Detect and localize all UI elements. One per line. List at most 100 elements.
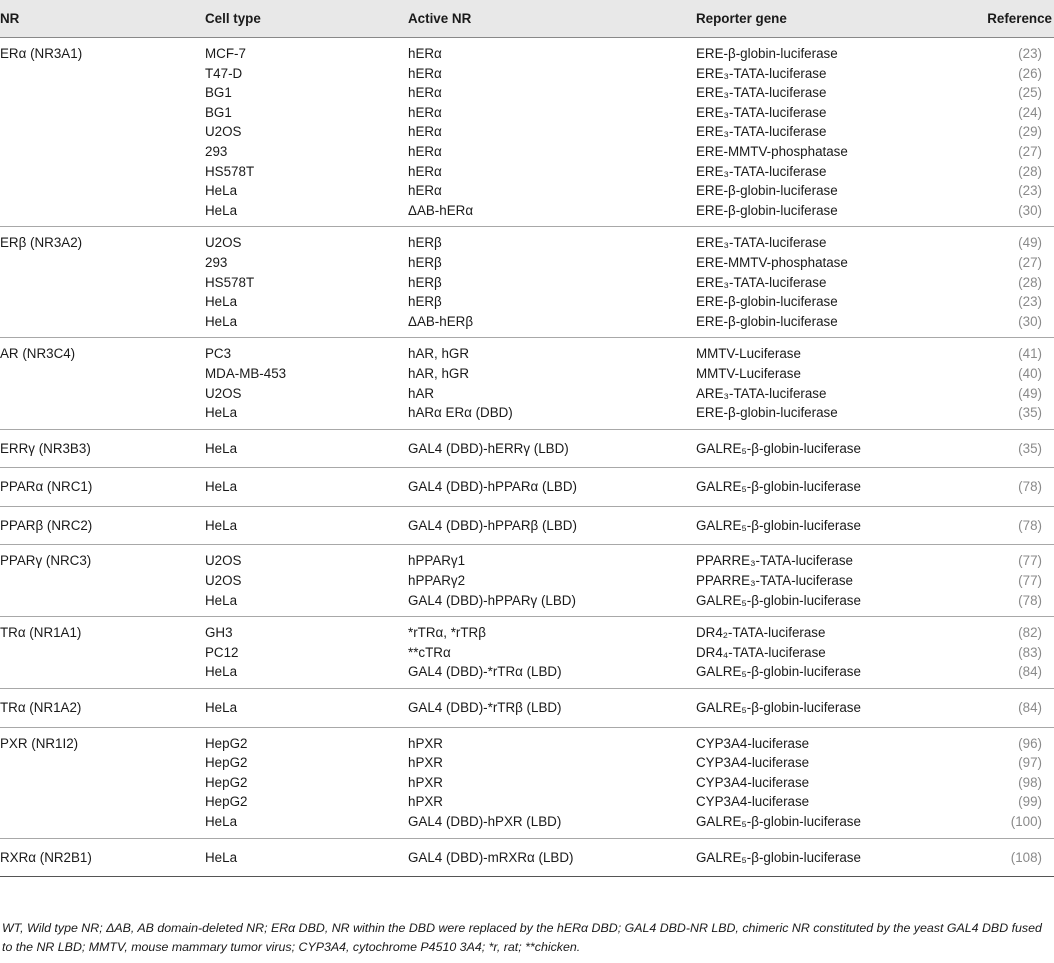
table-row: ERRγ (NR3B3) HeLa GAL4 (DBD)-hERRγ (LBD) GA…: [0, 429, 1054, 469]
cell-type-cell: HeLa: [205, 429, 408, 469]
active-nr-cell: hERβ: [408, 254, 442, 270]
table-row: HepG2 hPXR CYP3A4-luciferase (99): [0, 792, 1054, 812]
table-row: PPARβ (NRC2) HeLa GAL4 (DBD)-hPPARβ (LBD) G…: [0, 506, 1054, 546]
cell-type-cell: HeLa: [205, 311, 408, 339]
cell-type-cell: PC3: [205, 346, 232, 362]
nr-cell: [0, 812, 205, 839]
nr-cell: [0, 590, 205, 618]
nr-group: ERα (NR3A1) MCF-7 hERα ERE-β-globin-lucifer…: [0, 38, 1054, 228]
cell-type-cell: GH3: [205, 625, 233, 641]
table-row: PPARα (NRC1) HeLa GAL4 (DBD)-hPPARα (LBD) G…: [0, 467, 1054, 507]
active-nr-cell: hERα: [408, 104, 442, 120]
active-nr-cell: GAL4 (DBD)-hPXR (LBD): [408, 812, 696, 839]
table-row: HeLa hERα ERE-β-globin-luciferase (23): [0, 181, 1054, 201]
reference-cell: (78): [930, 506, 1054, 546]
active-nr-cell: hERβ: [408, 294, 442, 310]
cell-type-cell: HeLa: [205, 294, 238, 310]
reporter-gene-cell: ERE₃-TATA-luciferase: [696, 124, 827, 140]
nr-group: TRα (NR1A2) HeLa GAL4 (DBD)-*rTRβ (LBD) GAL…: [0, 688, 1054, 728]
table-row: HeLa GAL4 (DBD)-*rTRα (LBD) GALRE₅-β-globi…: [0, 662, 1054, 690]
nr-group: PXR (NR1I2) HepG2 hPXR CYP3A4-luciferase (96…: [0, 727, 1054, 839]
reporter-gene-cell: DR4₄-TATA-luciferase: [696, 644, 826, 660]
active-nr-cell: hERα: [408, 85, 442, 101]
reporter-gene-cell: ERE-β-globin-luciferase: [696, 403, 930, 430]
reference-cell: (99): [1018, 794, 1042, 810]
nr-cell: [0, 142, 205, 162]
table-row: ERα (NR3A1) MCF-7 hERα ERE-β-globin-lucifer…: [0, 38, 1054, 64]
active-nr-cell: hPPARγ2: [408, 573, 466, 589]
cell-type-cell: BG1: [205, 85, 232, 101]
active-nr-cell: hAR, hGR: [408, 346, 470, 362]
reporter-gene-cell: MMTV-Luciferase: [696, 346, 801, 362]
active-nr-cell: **cTRα: [408, 644, 451, 660]
cell-type-cell: HS578T: [205, 274, 255, 290]
table-row: HeLa GAL4 (DBD)-hPXR (LBD) GALRE₅-β-globin…: [0, 812, 1054, 839]
reporter-gene-cell: CYP3A4-luciferase: [696, 755, 810, 771]
nr-cell: [0, 403, 205, 430]
reference-cell: (84): [930, 688, 1054, 728]
cell-type-cell: T47-D: [205, 65, 243, 81]
nr-cell: [0, 753, 205, 773]
table-row: TRα (NR1A2) HeLa GAL4 (DBD)-*rTRβ (LBD) GAL…: [0, 688, 1054, 728]
active-nr-cell: hERα: [408, 46, 442, 61]
cell-type-cell: PC12: [205, 644, 239, 660]
reference-cell: (77): [1018, 573, 1042, 589]
nr-cell: [0, 253, 205, 273]
active-nr-cell: GAL4 (DBD)-mRXRα (LBD): [408, 838, 696, 878]
header-reporter-gene: Reporter gene: [696, 0, 930, 38]
nr-cell: [0, 103, 205, 123]
active-nr-cell: GAL4 (DBD)-hPPARβ (LBD): [408, 506, 696, 546]
nr-cell: PXR (NR1I2): [0, 735, 79, 751]
reporter-gene-cell: DR4₂-TATA-luciferase: [696, 625, 826, 641]
nr-group: ERRγ (NR3B3) HeLa GAL4 (DBD)-hERRγ (LBD) GA…: [0, 429, 1054, 469]
reference-cell: (30): [930, 200, 1054, 228]
cell-type-cell: HS578T: [205, 163, 255, 179]
reference-cell: (96): [1018, 735, 1042, 751]
reference-cell: (29): [1018, 124, 1042, 140]
reporter-gene-cell: ERE₃-TATA-luciferase: [696, 104, 827, 120]
reference-cell: (78): [930, 467, 1054, 507]
reference-cell: (25): [1018, 85, 1042, 101]
active-nr-cell: GAL4 (DBD)-*rTRβ (LBD): [408, 688, 696, 728]
nr-cell: [0, 181, 205, 201]
nr-cell: [0, 792, 205, 812]
reference-cell: (40): [1018, 365, 1042, 381]
reference-cell: (77): [1018, 553, 1042, 569]
reporter-gene-cell: GALRE₅-β-globin-luciferase: [696, 590, 930, 618]
nr-group: PPARβ (NRC2) HeLa GAL4 (DBD)-hPPARβ (LBD) G…: [0, 506, 1054, 546]
cell-type-cell: HeLa: [205, 200, 408, 228]
table-row: U2OS hERα ERE₃-TATA-luciferase (29): [0, 122, 1054, 142]
active-nr-cell: ΔAB-hERβ: [408, 311, 696, 339]
reference-cell: (98): [1018, 774, 1042, 790]
reporter-gene-cell: GALRE₅-β-globin-luciferase: [696, 838, 930, 878]
nr-cell: [0, 200, 205, 228]
nr-group: AR (NR3C4) PC3 hAR, hGR MMTV-Luciferase (41)…: [0, 338, 1054, 430]
active-nr-cell: hAR, hGR: [408, 365, 470, 381]
active-nr-cell: hERβ: [408, 274, 442, 290]
table-row: BG1 hERα ERE₃-TATA-luciferase (25): [0, 83, 1054, 103]
cell-type-cell: HeLa: [205, 838, 408, 878]
nr-cell: [0, 83, 205, 103]
reporter-gene-cell: GALRE₅-β-globin-luciferase: [696, 662, 930, 690]
table-row: ERβ (NR3A2) U2OS hERβ ERE₃-TATA-luciferase (…: [0, 227, 1054, 253]
active-nr-cell: GAL4 (DBD)-hERRγ (LBD): [408, 429, 696, 469]
cell-type-cell: HeLa: [205, 183, 238, 199]
table-row: RXRα (NR2B1) HeLa GAL4 (DBD)-mRXRα (LBD) GA…: [0, 838, 1054, 878]
nr-cell: PPARβ (NRC2): [0, 506, 205, 546]
cell-type-cell: MDA-MB-453: [205, 365, 287, 381]
reporter-gene-cell: CYP3A4-luciferase: [696, 774, 810, 790]
nr-group: PPARγ (NRC3) U2OS hPPARγ1 PPARRE₃-TATA-luci…: [0, 545, 1054, 618]
reference-cell: (100): [930, 812, 1054, 839]
cell-type-cell: U2OS: [205, 235, 242, 251]
reference-cell: (84): [930, 662, 1054, 690]
table-header: NR Cell type Active NR Reporter gene Ref…: [0, 0, 1054, 38]
reference-cell: (24): [1018, 104, 1042, 120]
reporter-gene-cell: ERE₃-TATA-luciferase: [696, 274, 827, 290]
active-nr-cell: hERβ: [408, 235, 442, 251]
nr-group: ERβ (NR3A2) U2OS hERβ ERE₃-TATA-luciferase (…: [0, 227, 1054, 339]
table-footnote: WT, Wild type NR; ΔAB, AB domain-deleted…: [2, 921, 1042, 954]
reporter-gene-cell: ERE-β-globin-luciferase: [696, 311, 930, 339]
reference-cell: (27): [1018, 143, 1042, 159]
nr-cell: TRα (NR1A1): [0, 625, 82, 641]
active-nr-cell: *rTRα, *rTRβ: [408, 625, 486, 641]
